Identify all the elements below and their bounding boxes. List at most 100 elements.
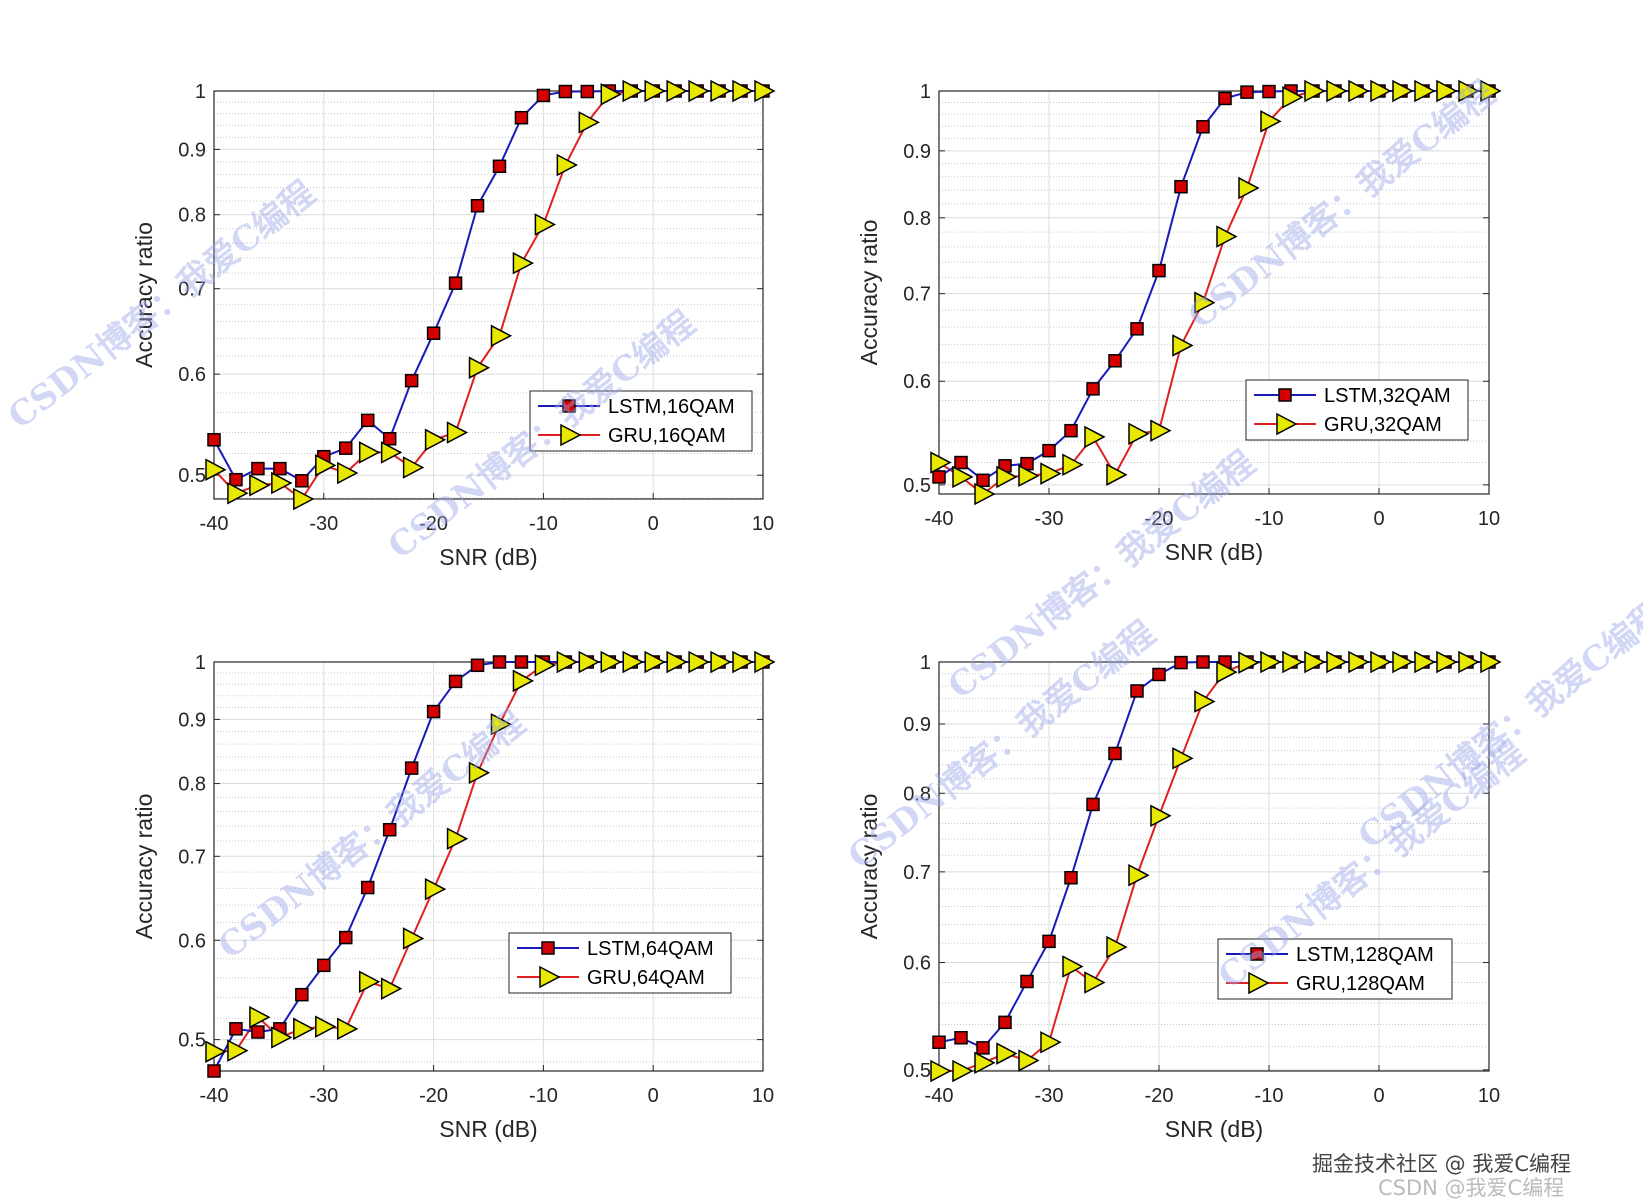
y-tick-label: 0.7 (178, 846, 206, 868)
triangle-marker (666, 650, 688, 674)
triangle-marker (1084, 971, 1106, 994)
x-tick-label: 10 (1478, 1085, 1500, 1107)
x-tick-label: -40 (925, 1085, 954, 1107)
triangle-marker (402, 456, 425, 479)
triangle-marker (1326, 79, 1348, 103)
y-tick-label: 1 (920, 652, 931, 674)
x-tick-label: -20 (1145, 508, 1174, 530)
square-marker (514, 110, 529, 125)
triangle-marker (1248, 971, 1270, 995)
triangle-marker (271, 471, 293, 495)
triangle-marker (1128, 863, 1150, 887)
y-tick-label: 0.7 (903, 862, 931, 884)
triangle-marker (380, 977, 403, 1000)
y-tick-label: 0.6 (178, 930, 206, 952)
y-tick-label: 1 (920, 81, 931, 103)
square-marker (562, 399, 576, 413)
triangle-marker (644, 79, 666, 103)
y-tick-label: 0.8 (178, 205, 206, 227)
triangle-marker (446, 421, 469, 444)
triangle-marker (930, 1059, 952, 1083)
triangle-marker (1370, 79, 1392, 103)
square-marker (1086, 797, 1100, 812)
triangle-marker (1216, 660, 1238, 684)
triangle-marker (293, 487, 315, 511)
markers-GRU,128QAM (930, 650, 1502, 1083)
square-marker (207, 1064, 221, 1078)
square-marker (1064, 423, 1078, 438)
triangle-marker (1414, 650, 1436, 674)
x-tick-label: -10 (529, 513, 558, 535)
square-marker (1196, 120, 1210, 134)
square-marker (1250, 947, 1264, 961)
triangle-marker (1172, 334, 1194, 357)
triangle-marker (1018, 464, 1040, 488)
triangle-marker (732, 650, 754, 674)
triangle-marker (1392, 79, 1414, 103)
square-marker (514, 655, 529, 669)
square-marker (932, 470, 946, 484)
x-axis-label: SNR (dB) (439, 1116, 537, 1142)
y-tick-label: 1 (195, 652, 206, 674)
square-marker (251, 1025, 265, 1039)
triangle-marker (1260, 110, 1282, 133)
triangle-marker (1238, 176, 1260, 200)
triangle-marker (930, 451, 952, 474)
triangle-marker (996, 465, 1018, 489)
triangle-marker (1414, 79, 1436, 103)
square-marker (360, 413, 375, 428)
legend-label: LSTM,64QAM (587, 938, 714, 960)
x-tick-label: -10 (1255, 508, 1284, 530)
square-marker (448, 276, 463, 290)
triangle-marker (1304, 650, 1326, 674)
square-marker (448, 674, 463, 689)
plot-area (939, 662, 1489, 1071)
y-tick-label: 0.8 (903, 208, 931, 230)
triangle-marker (732, 79, 754, 103)
triangle-marker (1480, 79, 1502, 103)
x-tick-label: -40 (200, 513, 229, 535)
triangle-marker (358, 441, 381, 464)
triangle-marker (1458, 79, 1480, 103)
x-axis-label: SNR (dB) (1165, 1116, 1263, 1142)
triangle-marker (490, 324, 513, 348)
triangle-marker (710, 79, 732, 103)
triangle-marker (402, 927, 425, 950)
triangle-marker (600, 650, 622, 674)
triangle-marker (974, 482, 996, 506)
triangle-marker (1106, 935, 1128, 959)
square-marker (1174, 179, 1188, 194)
legend-label: GRU,64QAM (587, 967, 705, 989)
square-marker (426, 704, 441, 719)
triangle-marker (205, 1040, 227, 1063)
y-tick-label: 0.6 (903, 953, 931, 975)
triangle-marker (1304, 79, 1326, 103)
x-tick-label: 10 (752, 513, 774, 535)
triangle-marker (556, 153, 578, 177)
square-marker (1086, 382, 1100, 396)
triangle-marker (1062, 453, 1084, 476)
x-tick-label: 0 (648, 1085, 659, 1107)
x-axis-label: SNR (dB) (1165, 539, 1263, 565)
plot-area (214, 662, 763, 1071)
y-tick-label: 0.9 (178, 139, 206, 161)
triangle-marker (1018, 1049, 1040, 1072)
markers-GRU,64QAM (205, 650, 776, 1063)
chart-1: 0.5 0.6 0.7 0.8 0.9 1 -40 -30 -20 -10 0 10 SNR (dB) A… (131, 79, 776, 570)
triangle-marker (534, 654, 557, 677)
square-marker (229, 472, 243, 487)
triangle-marker (446, 827, 469, 850)
triangle-marker (249, 474, 271, 497)
triangle-marker (1128, 422, 1150, 446)
y-tick-label: 0.5 (903, 1060, 931, 1082)
y-axis-label: Accuracy ratio (131, 794, 157, 940)
triangle-marker (512, 669, 535, 693)
square-marker (229, 1022, 243, 1036)
triangle-marker (1392, 650, 1414, 674)
x-tick-label: -30 (1035, 508, 1064, 530)
square-marker (404, 761, 419, 775)
triangle-marker (754, 79, 776, 103)
square-marker (426, 326, 441, 340)
x-axis-label: SNR (dB) (439, 544, 537, 570)
triangle-marker (337, 1017, 359, 1041)
